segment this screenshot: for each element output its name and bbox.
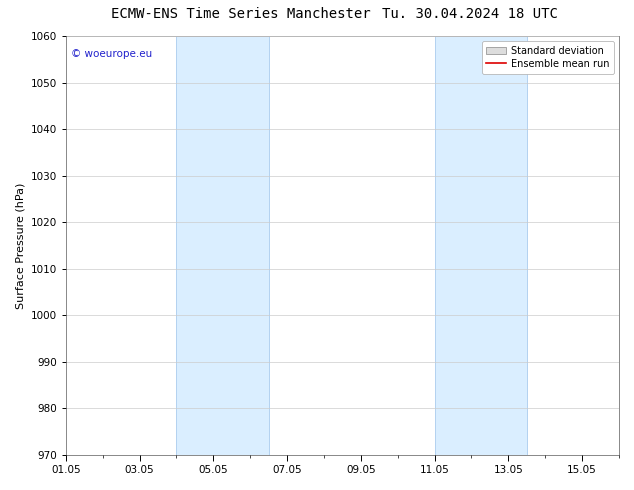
- Text: Tu. 30.04.2024 18 UTC: Tu. 30.04.2024 18 UTC: [382, 7, 558, 22]
- Bar: [435, 36, 527, 455]
- Text: © woeurope.eu: © woeurope.eu: [72, 49, 153, 59]
- Y-axis label: Surface Pressure (hPa): Surface Pressure (hPa): [15, 182, 25, 309]
- Legend: Standard deviation, Ensemble mean run: Standard deviation, Ensemble mean run: [482, 41, 614, 74]
- Bar: [176, 36, 269, 455]
- Text: ECMW-ENS Time Series Manchester: ECMW-ENS Time Series Manchester: [111, 7, 371, 22]
